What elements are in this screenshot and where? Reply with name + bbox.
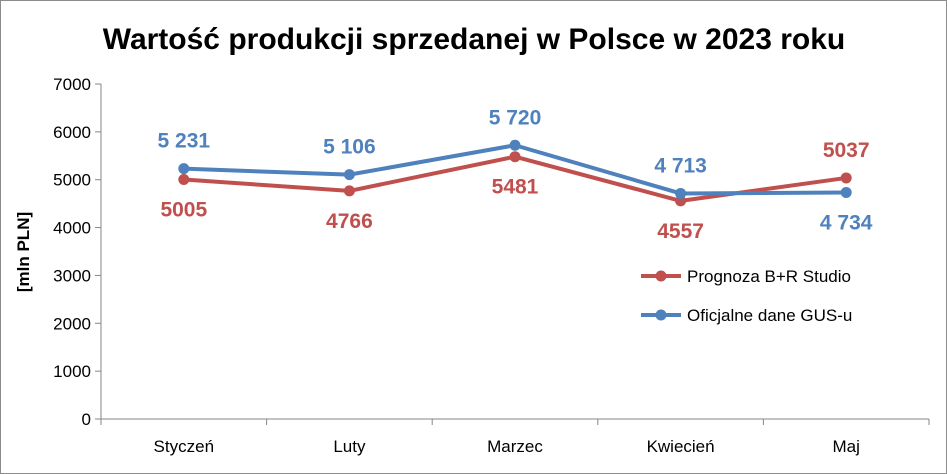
y-tick-label: 4000 bbox=[53, 219, 91, 238]
series-gus bbox=[178, 139, 852, 199]
data-label: 4766 bbox=[326, 210, 373, 233]
data-labels: 5005 4766 5481 4557 5037 5 231 5 106 5 720 4 713… bbox=[158, 106, 873, 243]
data-label: 5 106 bbox=[323, 136, 376, 159]
y-tick-label: 0 bbox=[82, 410, 91, 429]
legend-item: Prognoza B+R Studio bbox=[641, 267, 851, 286]
data-label: 5005 bbox=[160, 198, 207, 221]
legend-swatch-marker bbox=[655, 270, 667, 282]
x-tick-label: Maj bbox=[832, 437, 859, 456]
data-point bbox=[840, 186, 852, 198]
legend-item: Oficjalne dane GUS-u bbox=[641, 306, 852, 325]
data-label: 5037 bbox=[823, 139, 870, 162]
axes: 0 1000 2000 3000 4000 5000 6000 7000 Styczeń Luty… bbox=[53, 75, 930, 456]
y-tick-label: 5000 bbox=[53, 171, 91, 190]
data-label: 4557 bbox=[657, 220, 704, 243]
y-tick-label: 7000 bbox=[53, 75, 91, 94]
data-point bbox=[509, 151, 521, 163]
x-tick-label: Luty bbox=[333, 437, 366, 456]
chart-title: Wartość produkcji sprzedanej w Polsce w … bbox=[103, 23, 845, 56]
data-label: 5 231 bbox=[158, 130, 211, 153]
legend-swatch-marker bbox=[655, 309, 667, 321]
series-layer bbox=[178, 139, 852, 207]
y-tick-label: 1000 bbox=[53, 362, 91, 381]
data-point bbox=[178, 163, 190, 175]
data-point bbox=[343, 185, 355, 197]
x-tick-label: Kwiecień bbox=[647, 437, 715, 456]
legend-label: Oficjalne dane GUS-u bbox=[687, 306, 852, 325]
y-tick-label: 2000 bbox=[53, 314, 91, 333]
data-label: 4 734 bbox=[820, 211, 873, 234]
data-point bbox=[178, 173, 190, 185]
y-tick-label: 6000 bbox=[53, 123, 91, 142]
legend-label: Prognoza B+R Studio bbox=[687, 267, 851, 286]
data-label: 4 713 bbox=[654, 154, 707, 177]
y-axis-label: [mln PLN] bbox=[14, 212, 33, 292]
data-label: 5481 bbox=[492, 176, 539, 199]
x-tick-label: Marzec bbox=[487, 437, 543, 456]
legend: Prognoza B+R Studio Oficjalne dane GUS-u bbox=[641, 267, 852, 325]
x-tick-label: Styczeń bbox=[154, 437, 214, 456]
y-tick-label: 3000 bbox=[53, 266, 91, 285]
data-point bbox=[343, 169, 355, 181]
data-label: 5 720 bbox=[489, 106, 542, 129]
data-point bbox=[840, 172, 852, 184]
data-point bbox=[675, 187, 687, 199]
data-point bbox=[509, 139, 521, 151]
